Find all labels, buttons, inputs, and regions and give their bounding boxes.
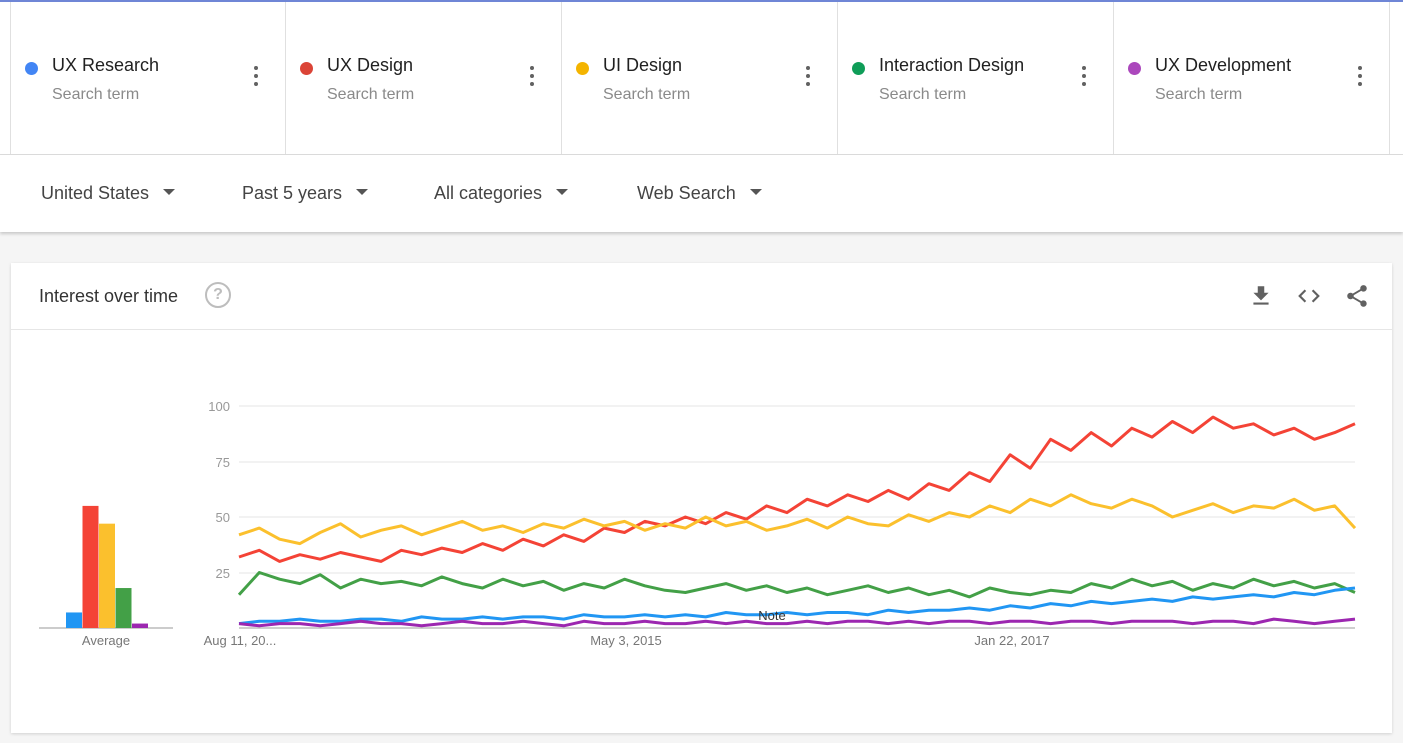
card-header: Interest over time ? [11,263,1392,330]
average-bar-ui-design [99,523,115,628]
term-name: UX Design [327,55,414,75]
series-line-ux-design [238,415,1356,563]
y-tick-label: 50 [216,510,230,525]
average-bar-ux-design [82,505,99,628]
average-bar-ux-development [132,623,148,628]
term-type: Search term [52,86,140,103]
region-label: United States [41,183,150,203]
term-color-dot [1128,62,1141,75]
dropdown-caret-icon [163,189,176,196]
average-label: Average [82,633,130,648]
term-color-dot [300,62,313,75]
download-icon[interactable] [1248,283,1274,309]
search-property-dropdown[interactable]: Web Search [637,183,762,204]
x-tick-label: May 3, 2015 [590,633,662,648]
term-type: Search term [879,86,967,103]
embed-code-icon[interactable] [1296,283,1322,309]
more-vert-icon[interactable] [1081,66,1087,90]
series-line-interaction-design [237,571,1356,599]
term-name: UX Research [52,55,160,75]
average-bar-interaction-design [115,588,132,628]
average-bar-ux-research [66,612,82,628]
term-type: Search term [603,86,691,103]
series-line-ux-development [238,617,1356,628]
note-marker[interactable]: Note [758,608,785,623]
term-color-dot [25,62,38,75]
more-vert-icon[interactable] [529,66,535,90]
dropdown-caret-icon [356,189,369,196]
term-card-ux-design[interactable]: UX Design Search term [286,2,562,154]
help-icon[interactable]: ? [205,282,231,308]
term-name: UI Design [603,55,683,75]
filter-bar: United States Past 5 years All categorie… [0,155,1403,232]
card-title: Interest over time [39,286,179,306]
dropdown-caret-icon [749,189,762,196]
term-color-dot [576,62,589,75]
search-property-label: Web Search [637,183,736,203]
category-label: All categories [434,183,543,203]
term-card-ux-research[interactable]: UX Research Search term [10,2,286,154]
category-dropdown[interactable]: All categories [434,183,569,204]
time-range-dropdown[interactable]: Past 5 years [242,183,369,204]
y-tick-label: 100 [208,399,230,414]
dropdown-caret-icon [556,189,569,196]
more-vert-icon[interactable] [1357,66,1363,90]
more-vert-icon[interactable] [805,66,811,90]
top-accent-line [0,0,1403,2]
term-name: UX Development [1155,55,1292,75]
term-color-dot [852,62,865,75]
search-terms-bar: UX Research Search term UX Design Search… [0,2,1403,155]
more-vert-icon[interactable] [253,66,259,90]
term-type: Search term [327,86,415,103]
y-tick-label: 75 [216,455,230,470]
term-card-ui-design[interactable]: UI Design Search term [562,2,838,154]
interest-over-time-card: Interest over time ? Average 100 75 50 2… [11,263,1392,733]
term-card-ux-development[interactable]: UX Development Search term [1114,2,1390,154]
x-tick-label: Jan 22, 2017 [974,633,1049,648]
share-icon[interactable] [1344,283,1370,309]
y-tick-label: 25 [216,566,230,581]
interest-chart: Average 100 75 50 25 Aug 11, 20... May 3… [39,399,1357,648]
term-card-interaction-design[interactable]: Interaction Design Search term [838,2,1114,154]
x-tick-label: Aug 11, 20... [204,633,277,648]
term-type: Search term [1155,86,1243,103]
series-line-ux-research [238,586,1356,626]
region-dropdown[interactable]: United States [41,183,176,204]
term-name: Interaction Design [879,55,1025,75]
series-line-ui-design [238,493,1357,546]
time-range-label: Past 5 years [242,183,343,203]
